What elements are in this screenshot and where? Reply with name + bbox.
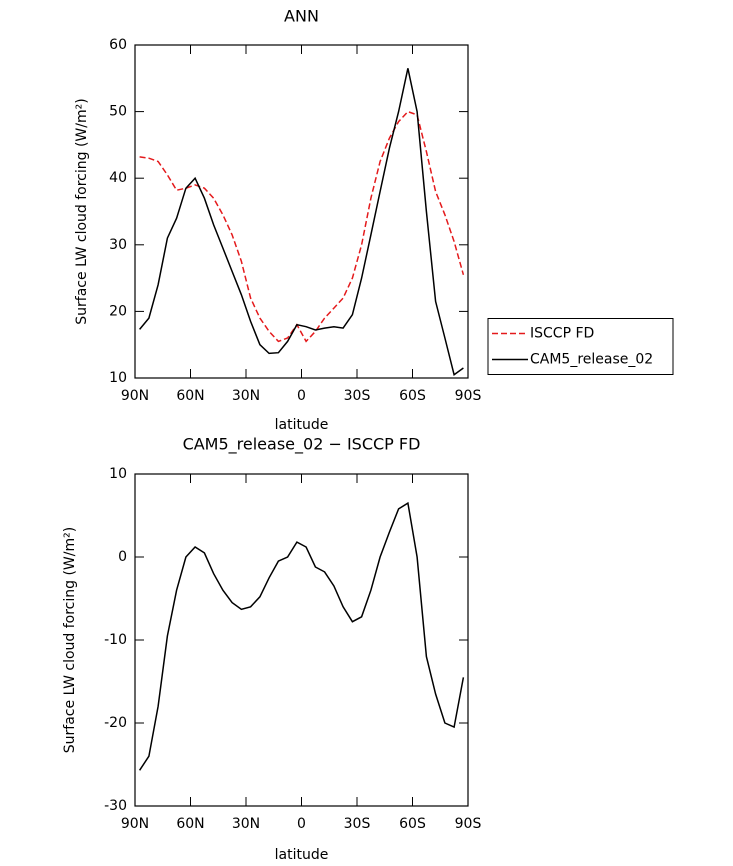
data-line [139, 110, 465, 343]
legend-label: CAM5_release_02 [530, 352, 653, 368]
x-tick-label: 90N [121, 388, 149, 404]
y-axis-label: Surface LW cloud forcing (W/m²) [74, 98, 90, 324]
y-tick-label: -20 [104, 715, 127, 731]
y-tick-label: 60 [109, 37, 127, 53]
x-tick-label: 30S [344, 816, 371, 832]
legend-label: ISCCP FD [530, 326, 594, 342]
x-tick-label: 60S [399, 388, 426, 404]
data-line [138, 501, 465, 771]
y-tick-label: 10 [109, 466, 127, 482]
x-tick-label: 30N [232, 388, 260, 404]
x-tick-label: 90N [121, 816, 149, 832]
x-tick-label: 0 [297, 388, 306, 404]
chart-title: CAM5_release_02 − ISCCP FD [183, 435, 421, 455]
y-tick-label: 50 [109, 104, 127, 120]
plot-frame [134, 473, 469, 807]
x-tick-label: 90S [455, 388, 482, 404]
y-tick-label: 20 [109, 303, 127, 319]
y-tick-label: -30 [104, 798, 127, 814]
x-tick-label: 30S [344, 388, 371, 404]
data-line [139, 68, 464, 376]
x-tick-label: 30N [232, 816, 260, 832]
chart-title: ANN [284, 7, 319, 26]
x-axis-label: latitude [275, 417, 329, 433]
y-axis-label: Surface LW cloud forcing (W/m²) [62, 527, 78, 753]
y-tick-label: 0 [118, 549, 127, 565]
x-tick-label: 60N [176, 816, 204, 832]
legend-box [487, 318, 674, 375]
x-tick-label: 60N [176, 388, 204, 404]
x-tick-label: 0 [297, 816, 306, 832]
y-tick-label: 10 [109, 370, 127, 386]
y-tick-label: 40 [109, 170, 127, 186]
x-tick-label: 90S [455, 816, 482, 832]
x-tick-label: 60S [399, 816, 426, 832]
x-axis-label: latitude [275, 847, 329, 863]
plot-frame [134, 44, 469, 379]
y-tick-label: 30 [109, 237, 127, 253]
y-tick-label: -10 [104, 632, 127, 648]
